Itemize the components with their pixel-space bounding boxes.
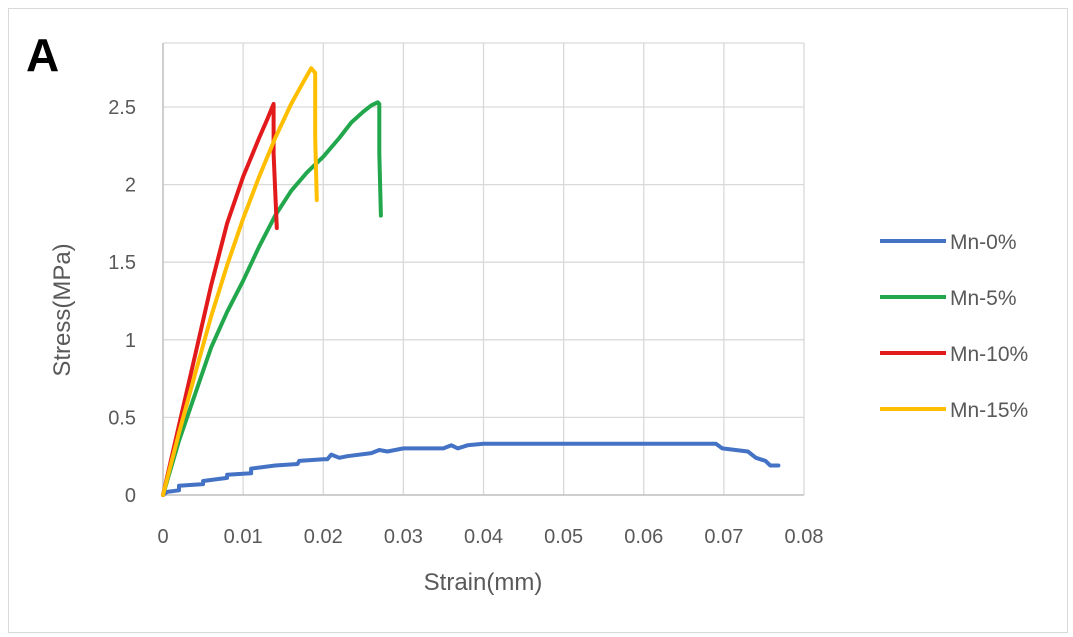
panel-label: A [26,29,60,81]
legend-label: Mn-10% [950,343,1028,366]
x-tick-label: 0.07 [704,526,743,548]
legend-item: Mn-0% [880,231,1017,254]
y-tick-label: 0.5 [108,407,136,429]
legend-label: Mn-5% [950,287,1017,310]
series-line-mn-15- [161,66,319,497]
x-tick-label: 0.06 [624,526,663,548]
y-tick-labels: 0 0.5 1 1.5 2 2.5 [108,97,136,507]
grid-lines [163,42,805,495]
axes [162,43,804,496]
x-tick-label: 0 [157,526,168,548]
y-tick-label: 0 [125,485,136,507]
x-tick-label: 0.04 [464,526,503,548]
y-axis-title: Stress(MPa) [49,243,76,376]
legend-item: Mn-15% [880,399,1028,422]
x-tick-label: 0.01 [224,526,263,548]
series-line-mn-0- [161,441,781,497]
legend-label: Mn-0% [950,231,1017,254]
x-tick-label: 0.02 [304,526,343,548]
legend-item: Mn-10% [880,343,1028,366]
legend: Mn-0% Mn-5% Mn-10% Mn-15% [880,231,1028,422]
x-tick-labels: 0 0.01 0.02 0.03 0.04 0.05 0.06 0.07 0.08 [157,526,823,548]
legend-item: Mn-5% [880,287,1017,310]
series-lines [161,66,781,497]
x-tick-label: 0.08 [785,526,824,548]
x-tick-label: 0.03 [384,526,423,548]
y-tick-label: 1.5 [108,252,136,274]
x-axis-title: Strain(mm) [424,569,543,596]
y-tick-label: 2 [125,175,136,197]
legend-label: Mn-15% [950,399,1028,422]
y-tick-label: 2.5 [108,97,136,119]
series-line-mn-5- [161,100,383,497]
x-tick-label: 0.05 [544,526,583,548]
chart-frame [8,8,1068,633]
series-line-mn-10- [161,101,279,497]
y-tick-label: 1 [125,330,136,352]
